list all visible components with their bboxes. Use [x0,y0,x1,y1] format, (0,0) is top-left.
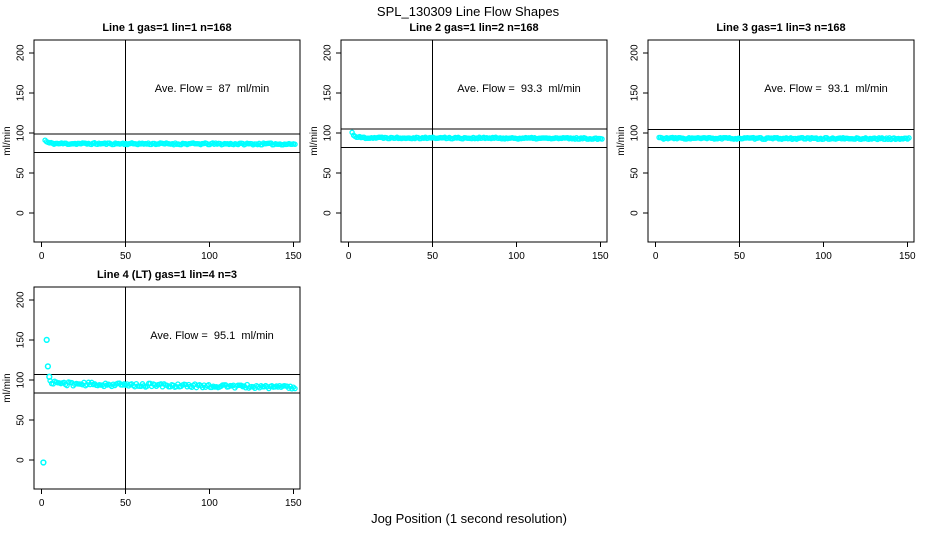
plot-canvas-line-2: 0 50 100 150 0 50 100 150 200 [323,39,609,262]
x-tick-label: 100 [508,251,525,262]
panel-title: Line 2 gas=1 lin=2 n=168 [409,22,539,34]
x-tick-label: 0 [39,251,45,262]
y-tick-label: 0 [16,210,27,216]
plot-border [647,39,915,243]
panel-title: Line 3 gas=1 lin=3 n=168 [716,22,846,34]
y-tick-label: 0 [630,210,641,216]
x-tick-label: 100 [201,498,218,509]
plot-canvas-line-4: 0 50 100 150 0 50 100 150 200 [15,286,302,509]
ave-flow-annotation: Ave. Flow = 93.1 ml/min [764,83,888,95]
y-tick-label: 50 [16,414,27,426]
outlier-point [40,459,47,466]
y-tick-label: 100 [630,124,641,141]
plot-canvas-line-3: 0 50 100 150 0 50 100 150 200 [630,39,916,262]
plot-border [33,39,301,243]
y-tick-label: 100 [15,124,26,141]
ave-flow-annotation: Ave. Flow = 95.1 ml/min [150,330,274,342]
data-points [656,134,912,143]
chart-title: SPL_130309 Line Flow Shapes [376,4,560,19]
x-tick-label: 100 [201,251,218,262]
plot-border [33,286,301,490]
y-tick-label: 200 [630,44,641,61]
y-tick-label: 0 [323,210,334,216]
x-tick-label: 150 [285,498,302,509]
y-tick-label: 150 [16,331,27,348]
y-tick-label: 100 [15,371,26,388]
x-tick-label: 50 [427,251,439,262]
data-points [349,129,605,143]
panel-line-3: Line 3 gas=1 lin=3 n=168 ml/min Ave. Flo… [612,16,918,266]
data-points [42,137,298,148]
y-tick-label: 200 [323,44,334,61]
x-tick-label: 0 [39,498,45,509]
x-tick-label: 0 [653,251,659,262]
x-tick-label: 100 [815,251,832,262]
x-axis-title: Jog Position (1 second resolution) [371,511,567,526]
panel-line-4: Line 4 (LT) gas=1 lin=4 n=3 ml/min Ave. … [0,263,304,513]
plot-border [340,39,608,243]
y-tick-label: 50 [630,167,641,179]
y-tick-label: 50 [16,167,27,179]
x-tick-label: 150 [592,251,609,262]
y-tick-label: 150 [323,84,334,101]
outlier-point [44,363,52,370]
x-tick-label: 50 [734,251,746,262]
ave-flow-annotation: Ave. Flow = 93.3 ml/min [457,83,581,95]
y-tick-label: 150 [16,84,27,101]
x-tick-label: 50 [120,498,132,509]
panel-line-1: Line 1 gas=1 lin=1 n=168 ml/min Ave. Flo… [0,16,304,266]
outlier-point [43,336,50,344]
plot-canvas-line-1: 0 50 100 150 0 50 100 150 200 [15,39,302,262]
y-tick-label: 200 [16,44,27,61]
x-tick-label: 50 [120,251,132,262]
x-tick-label: 150 [285,251,302,262]
panel-title: Line 4 (LT) gas=1 lin=4 n=3 [96,269,238,281]
panel-line-2: Line 2 gas=1 lin=2 n=168 ml/min Ave. Flo… [305,16,611,266]
y-tick-label: 150 [630,84,641,101]
y-tick-label: 50 [323,167,334,179]
outlier-point [46,373,53,380]
x-tick-label: 150 [899,251,916,262]
x-tick-label: 0 [346,251,352,262]
y-tick-label: 0 [16,457,27,463]
data-points [40,336,298,466]
panel-title: Line 1 gas=1 lin=1 n=168 [102,22,232,34]
y-tick-label: 100 [323,124,334,141]
ave-flow-annotation: Ave. Flow = 87 ml/min [154,83,270,95]
y-tick-label: 200 [16,291,27,308]
